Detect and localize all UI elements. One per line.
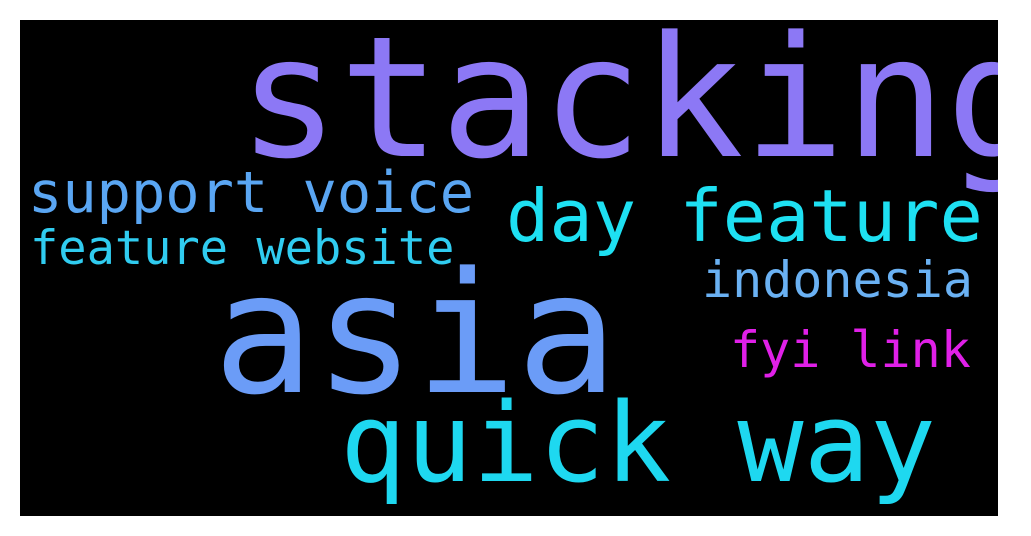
- word-asia: asia: [213, 236, 618, 432]
- word-fyi-link: fyi link: [730, 321, 971, 379]
- word-feature-website: feature website: [30, 221, 455, 276]
- word-cloud: stacking support voice day feature featu…: [20, 20, 998, 516]
- word-support-voice: support voice: [28, 160, 475, 226]
- word-day-feature: day feature: [506, 174, 983, 258]
- word-quick-way: quick way: [340, 379, 937, 507]
- word-stacking: stacking: [238, 20, 998, 196]
- word-indonesia: indonesia: [702, 251, 973, 309]
